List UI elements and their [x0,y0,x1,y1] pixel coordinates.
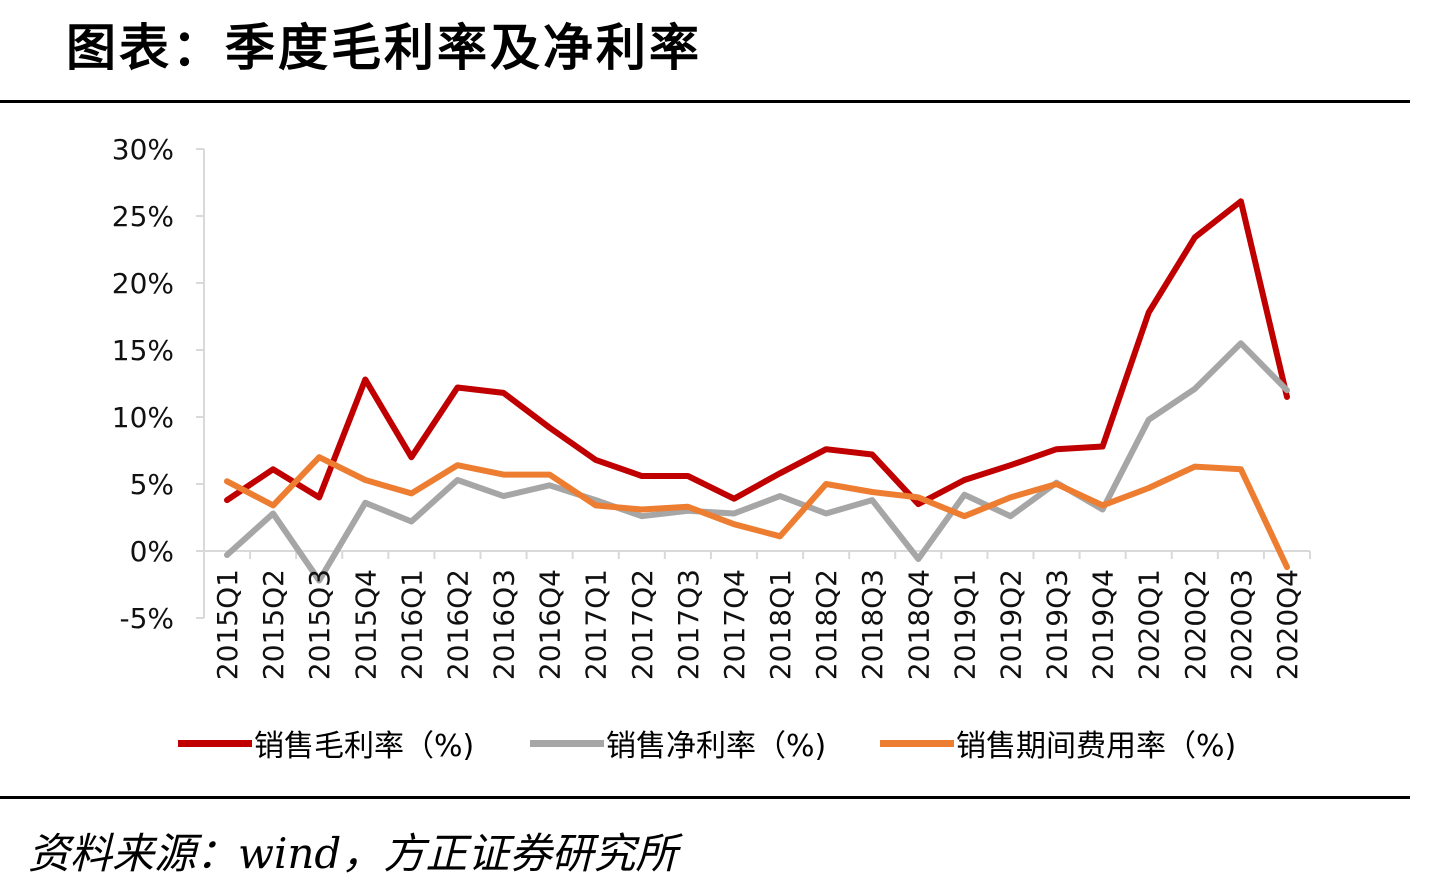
y-tick-label: 10% [112,401,174,434]
legend-item-gross-margin: 销售毛利率（%) [178,715,474,771]
y-tick-label: 30% [112,133,174,166]
x-tick-label: 2016Q3 [488,569,521,680]
x-tick-label: 2017Q3 [672,569,705,680]
legend-swatch-gross-margin [178,739,252,747]
y-tick-label: 0% [130,535,174,568]
legend-label-gross-margin: 销售毛利率（%) [254,729,475,764]
x-tick-label: 2017Q1 [580,569,613,680]
x-tick-label: 2015Q4 [349,569,382,680]
series-line-1 [224,340,1290,584]
x-tick-label: 2016Q4 [534,569,567,680]
chart-title: 图表：季度毛利率及净利率 [66,18,702,77]
x-tick-label: 2018Q2 [810,569,843,680]
x-tick-label: 2015Q2 [257,569,290,680]
legend-label-expense-ratio: 销售期间费用率（%) [956,729,1237,764]
x-tick-label: 2018Q3 [856,569,889,680]
bottom-divider [0,796,1410,799]
x-tick-label: 2016Q1 [395,569,428,680]
x-tick-label: 2016Q2 [441,569,474,680]
x-tick-label: 2020Q1 [1133,569,1166,680]
y-tick-label: 15% [112,334,174,367]
x-tick-label: 2019Q3 [1041,569,1074,680]
y-tick-label: 5% [130,468,174,501]
x-tick-label: 2017Q4 [718,569,751,680]
series-line-0 [224,198,1290,508]
x-tick-label: 2019Q4 [1087,569,1120,680]
x-tick-label: 2019Q2 [994,569,1027,680]
x-tick-label: 2018Q1 [764,569,797,680]
legend-item-net-margin: 销售净利率（%) [530,715,826,771]
y-tick-label: 20% [112,267,174,300]
x-tick-label: 2015Q3 [303,569,336,680]
top-divider [0,100,1410,103]
legend-swatch-net-margin [530,739,604,747]
y-tick-label: -5% [119,602,174,635]
x-tick-label: 2018Q4 [902,569,935,680]
legend-item-expense-ratio: 销售期间费用率（%) [880,715,1236,771]
x-tick-label: 2020Q3 [1225,569,1258,680]
y-tick-label: 25% [112,200,174,233]
x-tick-label: 2020Q4 [1271,569,1304,680]
x-tick-label: 2020Q2 [1179,569,1212,680]
line-chart: -5% 0% 5% 10% 15% 20% 25% 30% 2015Q1 2015Q2 2015Q3… [112,133,1311,680]
source-note: 资料来源：wind，方正证券研究所 [28,829,678,878]
series-line-2 [224,454,1290,571]
x-tick-label: 2017Q2 [626,569,659,680]
chart-legend: 销售毛利率（%) 销售净利率（%) 销售期间费用率（%) [0,715,1447,775]
x-tick-label: 2015Q1 [211,569,244,680]
x-tick-label: 2019Q1 [948,569,981,680]
legend-swatch-expense-ratio [880,739,954,747]
legend-label-net-margin: 销售净利率（%) [606,729,827,764]
